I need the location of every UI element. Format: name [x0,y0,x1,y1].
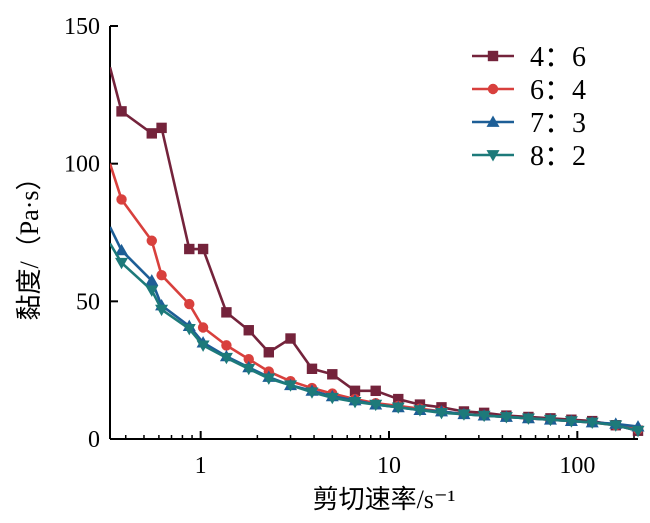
data-point [434,407,448,420]
legend-marker [487,50,499,62]
data-point [184,298,195,310]
data-point [145,285,159,297]
data-point [564,416,578,428]
data-point [197,243,209,255]
data-point [325,392,339,405]
data-point [262,373,276,385]
x-tick-label: 100 [559,453,595,479]
y-axis-title: 黏度/（Pa·s） [15,164,44,320]
data-point [242,363,256,376]
data-point [116,106,127,117]
data-point [243,325,254,336]
data-point [197,322,209,333]
data-point [521,413,535,425]
legend-marker [486,115,500,127]
data-point [221,340,232,351]
series-layer [110,66,645,438]
legend-entry: 6：4 [472,75,586,106]
data-point [543,414,557,427]
y-tick-label: 50 [76,289,100,315]
data-point [348,396,362,409]
data-point [155,304,169,317]
data-point [243,353,254,365]
legend-entry: 7：3 [472,108,586,139]
legend-marker [486,150,500,162]
data-point [156,269,167,281]
axes: 0 50 100 150 1 10 100 剪切速率/s⁻¹ 黏度/（Pa·s） [15,14,638,514]
series-4 [110,242,645,438]
data-point [477,410,491,423]
data-point [145,274,159,286]
data-point [609,420,623,432]
data-point [370,385,381,397]
legend-label: 6：4 [530,75,586,106]
x-tick-label: 10 [377,453,401,479]
data-point [156,122,167,134]
data-point [116,194,127,205]
data-point [284,380,298,392]
data-point [306,363,318,374]
data-point [305,387,319,399]
legend-label: 7：3 [530,108,586,139]
x-tick-label: 1 [195,453,207,479]
data-point [221,307,232,318]
legend-label: 8：2 [530,141,586,172]
data-point [369,399,383,412]
data-point [184,243,195,255]
legend-entry: 8：2 [472,141,586,172]
data-point [219,352,233,365]
data-point [263,347,274,358]
y-tick-label: 0 [88,427,100,453]
data-point [631,425,645,438]
data-point [499,412,513,424]
data-point [457,409,471,421]
x-axis-title: 剪切速率/s⁻¹ [313,485,456,514]
legend-entry: 4：6 [472,42,586,73]
data-point [115,257,129,270]
data-point [413,405,427,417]
data-point [115,243,129,256]
data-point [196,340,210,352]
data-point [285,333,296,344]
data-point [393,393,404,405]
legend: 4：66：47：38：2 [472,42,586,172]
data-point [146,128,157,139]
legend-marker [487,83,499,95]
data-point [146,235,157,246]
data-point [182,323,196,336]
data-point [327,369,338,380]
y-tick-label: 100 [64,152,100,178]
data-point [585,417,599,429]
legend-label: 4：6 [530,42,586,73]
data-point [391,402,405,414]
data-point [349,385,361,397]
y-tick-label: 150 [64,14,100,40]
